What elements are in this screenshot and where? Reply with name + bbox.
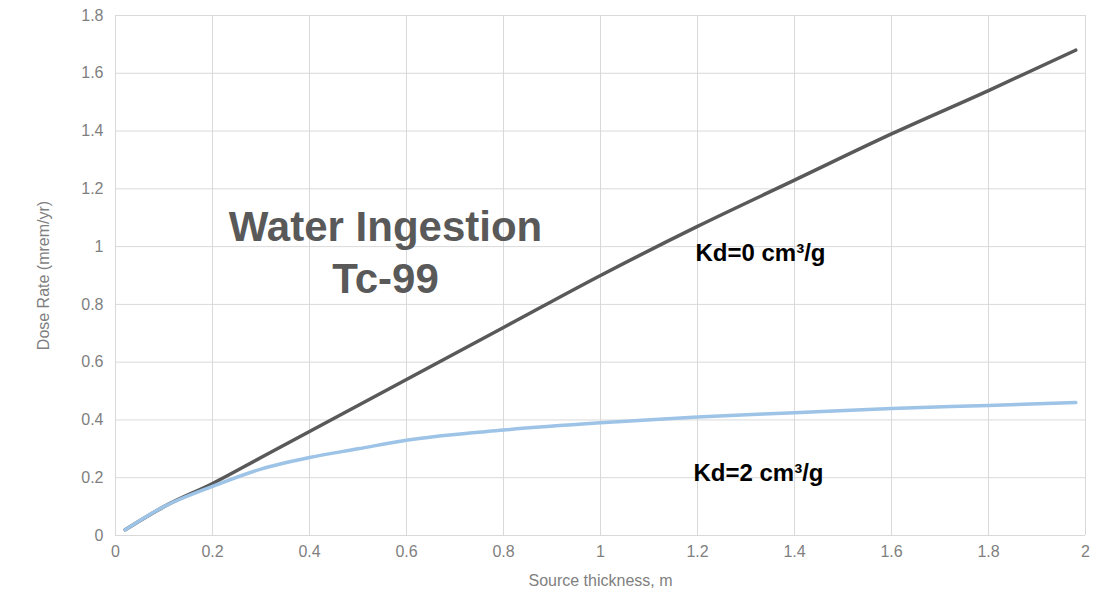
svg-text:Dose Rate (mrem/yr): Dose Rate (mrem/yr) [35, 201, 52, 350]
svg-text:0.8: 0.8 [81, 296, 103, 313]
svg-text:2: 2 [1081, 543, 1090, 560]
svg-text:Source thickness, m: Source thickness, m [528, 572, 672, 589]
svg-text:1: 1 [596, 543, 605, 560]
svg-text:0.6: 0.6 [395, 543, 417, 560]
svg-text:1.8: 1.8 [81, 7, 103, 24]
svg-text:Kd=2 cm³/g: Kd=2 cm³/g [694, 459, 824, 486]
svg-text:1.4: 1.4 [783, 543, 805, 560]
svg-text:0.2: 0.2 [201, 543, 223, 560]
svg-text:0: 0 [111, 543, 120, 560]
svg-text:0.4: 0.4 [81, 411, 103, 428]
svg-text:1.6: 1.6 [81, 64, 103, 81]
svg-text:0.2: 0.2 [81, 469, 103, 486]
svg-text:1.2: 1.2 [81, 180, 103, 197]
svg-text:1.8: 1.8 [977, 543, 999, 560]
svg-text:0: 0 [95, 527, 104, 544]
svg-text:0.6: 0.6 [81, 353, 103, 370]
svg-text:1: 1 [95, 238, 104, 255]
svg-text:1.2: 1.2 [686, 543, 708, 560]
svg-text:1.6: 1.6 [880, 543, 902, 560]
svg-text:Kd=0 cm³/g: Kd=0 cm³/g [696, 239, 826, 266]
svg-text:Water IngestionTc-99: Water IngestionTc-99 [229, 203, 542, 303]
svg-text:0.8: 0.8 [492, 543, 514, 560]
svg-text:1.4: 1.4 [81, 122, 103, 139]
svg-text:0.4: 0.4 [298, 543, 320, 560]
